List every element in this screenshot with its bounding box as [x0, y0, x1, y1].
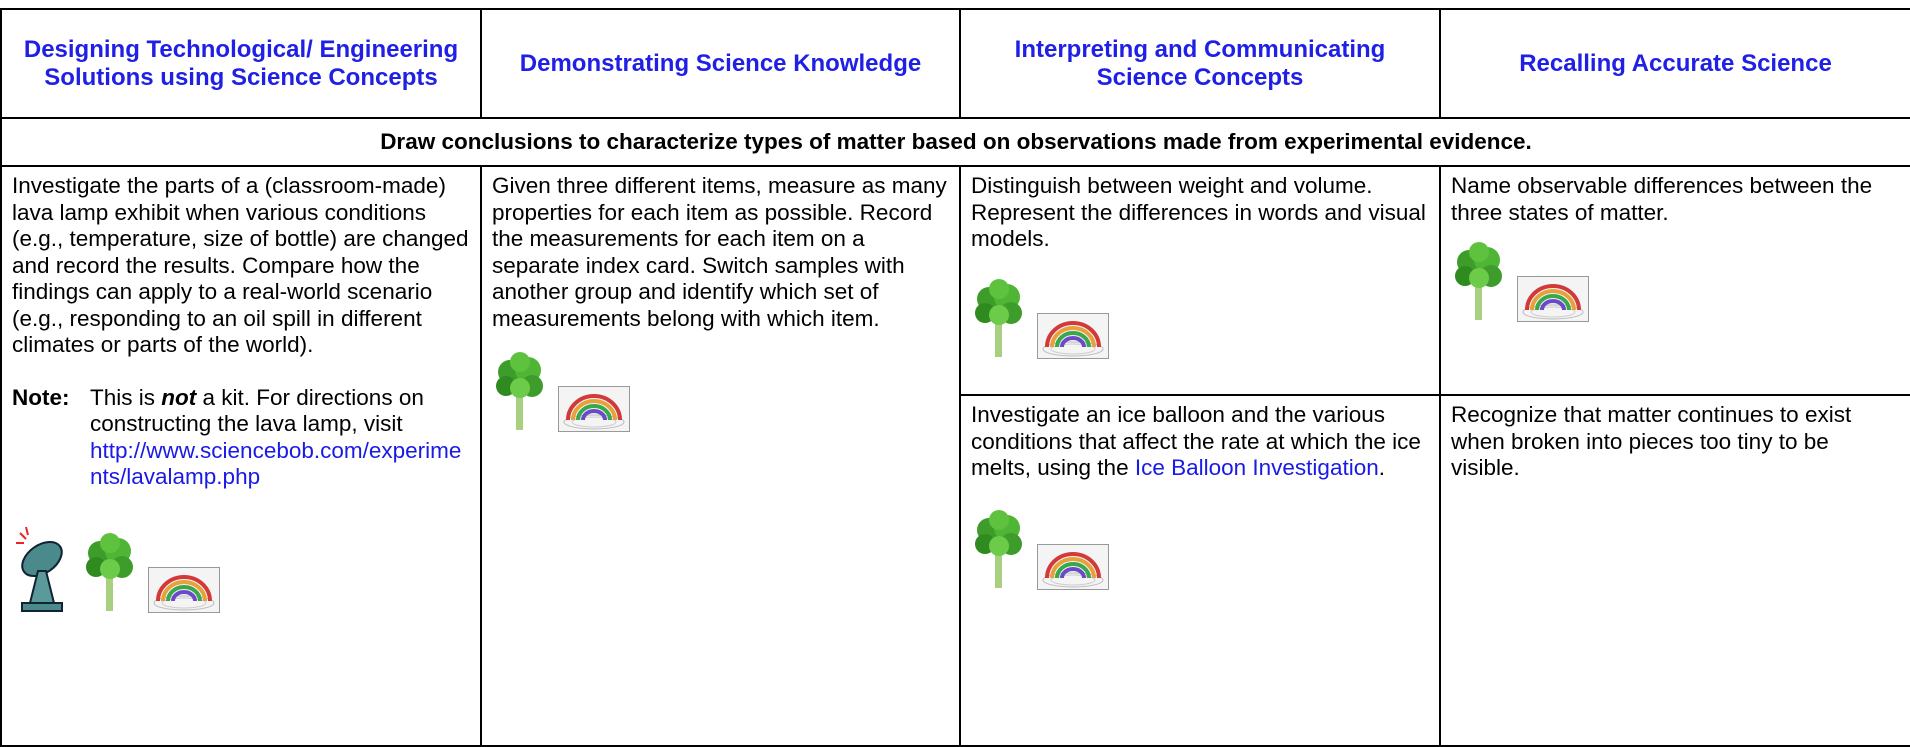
- icon: [148, 567, 220, 613]
- text: .: [1378, 455, 1386, 480]
- icon: [1037, 313, 1109, 359]
- cell: Investigate the parts of a (classroom-ma…: [2, 167, 482, 747]
- cell: Distinguish between weight and volume. R…: [961, 167, 1441, 396]
- icon: [1451, 242, 1507, 322]
- note-label: Note:: [12, 384, 70, 410]
- icon: [971, 279, 1027, 359]
- icon: [971, 510, 1027, 590]
- note-text: This is not a kit. For directions on con…: [90, 385, 472, 491]
- cell: Name observable differences between the …: [1441, 167, 1910, 396]
- column-header: Recalling Accurate Science: [1441, 10, 1910, 119]
- column-header: Demonstrating Science Knowledge: [482, 10, 961, 119]
- text: a kit. For directions on constructing th…: [90, 384, 424, 437]
- icons: [971, 279, 1431, 359]
- conclusion-row: Draw conclusions to characterize types o…: [2, 119, 1910, 167]
- cell-text: Investigate the parts of a (classroom-ma…: [12, 173, 469, 357]
- cell-text: Recognize that matter continues to exist…: [1451, 402, 1852, 480]
- cell-text: Given three different items, measure as …: [492, 173, 947, 331]
- icon: [492, 352, 548, 432]
- text: Investigate an ice balloon and the vario…: [971, 402, 1421, 480]
- icon: [82, 533, 138, 613]
- icon: [12, 523, 72, 613]
- link[interactable]: http://www.sciencebob.com/experiments/la…: [90, 437, 462, 490]
- icons: [1451, 242, 1902, 322]
- link[interactable]: Ice Balloon Investigation: [1134, 455, 1379, 480]
- text: This is: [90, 384, 162, 410]
- icon: [1037, 544, 1109, 590]
- column-header: Designing Technological/ Engineering Sol…: [2, 10, 482, 119]
- column-header: Interpreting and Communicating Science C…: [961, 10, 1441, 119]
- icons: [971, 510, 1431, 590]
- emphasis: not: [161, 384, 197, 410]
- standards-table: Designing Technological/ Engineering Sol…: [0, 8, 1910, 747]
- note: Note: This is not a kit. For directions …: [12, 385, 472, 491]
- icon: [558, 386, 630, 432]
- cell: Investigate an ice balloon and the vario…: [961, 396, 1441, 747]
- cell-text: Distinguish between weight and volume. R…: [971, 173, 1426, 251]
- cell: Recognize that matter continues to exist…: [1441, 396, 1910, 747]
- cell-text: Name observable differences between the …: [1451, 173, 1873, 225]
- icons: [12, 523, 472, 613]
- cell-text: Investigate an ice balloon and the vario…: [971, 402, 1431, 482]
- icons: [492, 352, 951, 432]
- cell: Given three different items, measure as …: [482, 167, 961, 747]
- icon: [1517, 276, 1589, 322]
